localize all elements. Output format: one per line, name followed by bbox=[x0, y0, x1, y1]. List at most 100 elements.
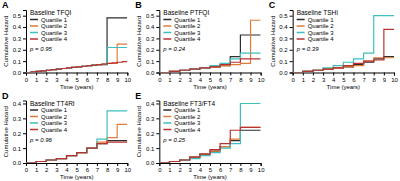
y-tick: 0.0 bbox=[13, 160, 26, 166]
x-tick: 2 bbox=[45, 163, 49, 173]
series-group bbox=[293, 16, 394, 73]
x-tick-mark bbox=[56, 163, 57, 166]
x-tick: 1 bbox=[35, 163, 39, 173]
legend-title: Baseline TT4RI bbox=[30, 100, 75, 107]
annotation: p = 0.95 bbox=[29, 46, 53, 52]
step-line bbox=[26, 142, 127, 163]
x-tick: 2 bbox=[178, 73, 182, 83]
legend-label: Quartile 1 bbox=[41, 17, 68, 23]
y-tick-label: 0.4 bbox=[279, 24, 288, 30]
x-tick: 3 bbox=[55, 163, 59, 173]
x-tick-label: 9 bbox=[116, 167, 120, 173]
x-tick-label: 8 bbox=[106, 167, 110, 173]
legend-swatch bbox=[163, 38, 171, 40]
legend-swatch bbox=[30, 19, 38, 21]
y-tick-mark bbox=[290, 50, 293, 51]
legend-item: Quartile 2 bbox=[30, 114, 68, 120]
x-tick: 1 bbox=[302, 73, 306, 83]
x-tick: 2 bbox=[45, 73, 49, 83]
y-tick-mark bbox=[23, 148, 26, 149]
y-tick-mark bbox=[23, 50, 26, 51]
x-axis: 012345678910 bbox=[25, 73, 132, 83]
x-tick-label: 2 bbox=[45, 77, 49, 83]
y-tick-mark bbox=[23, 118, 26, 119]
x-tick: 4 bbox=[332, 73, 336, 83]
legend-item: Quartile 3 bbox=[297, 30, 335, 36]
x-tick-mark bbox=[107, 73, 108, 76]
step-line bbox=[159, 20, 260, 72]
x-tick-mark bbox=[210, 73, 211, 76]
x-axis-line bbox=[27, 73, 128, 76]
x-tick: 6 bbox=[86, 73, 90, 83]
x-tick: 6 bbox=[219, 73, 223, 83]
y-tick-label: 0.3 bbox=[13, 116, 22, 122]
y-tick-label: 0.1 bbox=[13, 146, 22, 152]
legend-item: Quartile 4 bbox=[30, 36, 68, 42]
y-tick-label: 0.1 bbox=[146, 146, 155, 152]
step-line bbox=[159, 35, 260, 73]
y-tick-label: 0.0 bbox=[13, 160, 22, 166]
legend-swatch bbox=[30, 38, 38, 40]
x-tick-label: 10 bbox=[258, 167, 265, 173]
x-tick-mark bbox=[56, 73, 57, 76]
y-tick: 0.4 bbox=[13, 101, 26, 107]
annotation: p = 0.24 bbox=[162, 46, 186, 52]
legend-label: Quartile 4 bbox=[41, 36, 68, 42]
legend-swatch bbox=[163, 109, 171, 111]
annotation: p = 0.96 bbox=[29, 137, 53, 143]
x-tick: 7 bbox=[96, 163, 100, 173]
series-group bbox=[26, 111, 127, 163]
x-tick-label: 2 bbox=[178, 167, 182, 173]
y-tick: 0.3 bbox=[146, 36, 159, 42]
panel: 0123456789100.00.10.20.30.4Time (years)C… bbox=[2, 91, 132, 181]
x-axis-line bbox=[27, 164, 128, 167]
legend-item: Quartile 3 bbox=[163, 120, 201, 126]
legend-swatch bbox=[163, 19, 171, 21]
legend-swatch bbox=[30, 129, 38, 131]
legend-label: Quartile 3 bbox=[308, 30, 335, 36]
y-tick-mark bbox=[23, 61, 26, 62]
x-tick-label: 3 bbox=[322, 77, 326, 83]
x-tick-label: 1 bbox=[168, 167, 172, 173]
x-tick-mark bbox=[77, 73, 78, 76]
x-tick-mark bbox=[374, 73, 375, 76]
legend-label: Quartile 1 bbox=[41, 107, 68, 113]
y-tick-mark bbox=[23, 163, 26, 164]
y-axis-line bbox=[290, 11, 294, 74]
x-tick: 7 bbox=[229, 163, 233, 173]
step-line bbox=[26, 62, 127, 73]
legend-label: Quartile 2 bbox=[41, 23, 68, 29]
x-tick: 0 bbox=[25, 73, 29, 83]
x-tick: 4 bbox=[199, 163, 203, 173]
panel: 0123456789100.00.10.20.30.4Time (years)C… bbox=[135, 91, 265, 181]
y-axis-line bbox=[156, 11, 160, 74]
legend-swatch bbox=[30, 109, 38, 111]
step-line bbox=[26, 141, 127, 163]
x-tick-label: 7 bbox=[229, 167, 233, 173]
x-tick-label: 0 bbox=[25, 167, 29, 173]
x-tick-label: 9 bbox=[383, 77, 387, 83]
legend-label: Quartile 2 bbox=[174, 23, 201, 29]
legend-swatch bbox=[297, 32, 305, 34]
y-tick-label: 0.0 bbox=[146, 70, 155, 76]
annotation: p = 0.39 bbox=[296, 46, 320, 52]
y-tick-mark bbox=[290, 73, 293, 74]
x-tick: 1 bbox=[168, 73, 172, 83]
x-tick-label: 10 bbox=[124, 77, 131, 83]
legend-title: Baseline FT3/FT4 bbox=[163, 100, 215, 107]
step-line bbox=[26, 124, 127, 163]
y-axis-label: Cumulative Hazard bbox=[136, 16, 142, 67]
x-tick-mark bbox=[107, 163, 108, 166]
x-tick-label: 1 bbox=[302, 77, 306, 83]
x-tick-mark bbox=[303, 73, 304, 76]
panel-label: E bbox=[135, 91, 141, 101]
x-tick-mark bbox=[180, 73, 181, 76]
x-tick-mark bbox=[190, 163, 191, 166]
y-tick: 0.2 bbox=[146, 47, 159, 53]
plot: 0123456789100.00.10.20.30.40.5Time (year… bbox=[136, 9, 265, 90]
step-line bbox=[159, 53, 260, 72]
y-tick: 0.4 bbox=[146, 101, 159, 107]
y-tick: 0.3 bbox=[13, 36, 26, 42]
x-tick: 10 bbox=[258, 163, 265, 173]
x-tick-label: 2 bbox=[312, 77, 316, 83]
